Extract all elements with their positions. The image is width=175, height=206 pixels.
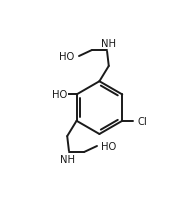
Text: HO: HO — [102, 141, 117, 151]
Text: HO: HO — [52, 90, 67, 100]
Text: NH: NH — [101, 39, 116, 48]
Text: NH: NH — [60, 154, 75, 165]
Text: HO: HO — [59, 52, 75, 62]
Text: Cl: Cl — [137, 116, 147, 126]
